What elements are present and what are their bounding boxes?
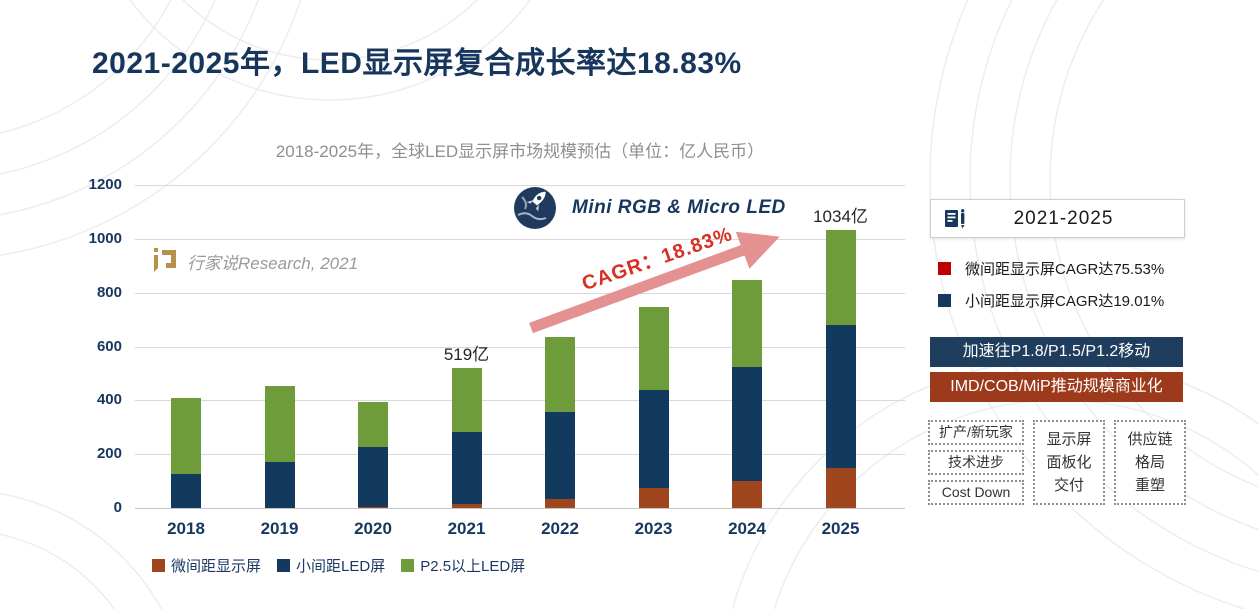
x-axis-label: 2020 bbox=[354, 519, 392, 538]
banner: IMD/COB/MiP推动规模商业化 bbox=[930, 372, 1183, 402]
bar-total-label: 519亿 bbox=[443, 345, 490, 365]
bar-segment-2018 bbox=[171, 398, 201, 475]
mini-led-logo-text: Mini RGB & Micro LED bbox=[572, 197, 786, 218]
mini-led-logo: Mini RGB & Micro LED bbox=[512, 185, 786, 231]
driver-box: Cost Down bbox=[928, 480, 1024, 505]
x-axis-label: 2018 bbox=[167, 519, 205, 538]
y-axis-tick: 0 bbox=[113, 499, 122, 516]
bar-segment-2020 bbox=[358, 402, 388, 448]
page-title: 2021-2025年，LED显示屏复合成长率达18.83% bbox=[92, 47, 742, 80]
plot-area: 2018 2019 2020 2021 2022 2023 2024 2025 519亿 1034… bbox=[135, 185, 905, 538]
y-axis-tick: 200 bbox=[96, 445, 122, 463]
banner: 加速往P1.8/P1.5/P1.2移动 bbox=[930, 337, 1183, 367]
bar-segment-2023 bbox=[638, 390, 669, 488]
y-axis-tick: 800 bbox=[96, 283, 122, 301]
x-axis-label: 2021 bbox=[447, 519, 486, 538]
side-panel-header: 2021-2025 bbox=[930, 199, 1185, 238]
watermark-text: 行家说Research, 2021 bbox=[187, 253, 359, 273]
cagr-bullet-row: 微间距显示屏CAGR达75.53% bbox=[938, 252, 1186, 284]
legend-swatch bbox=[152, 559, 165, 572]
driver-box: 扩产/新玩家 bbox=[928, 420, 1024, 445]
chart-legend: 微间距显示屏 小间距LED屏 P2.5以上LED屏 bbox=[152, 555, 525, 576]
legend-swatch bbox=[277, 559, 291, 572]
bar-segment-2021 bbox=[451, 368, 482, 433]
hangjiashuo-logo-icon bbox=[154, 248, 176, 272]
y-axis-tick: 1200 bbox=[88, 176, 122, 193]
legend-item: 微间距显示屏 bbox=[152, 555, 261, 576]
bar-segment-2025 bbox=[825, 324, 856, 468]
y-axis-tick: 1000 bbox=[88, 229, 122, 247]
bullet-text: 小间距显示屏CAGR达19.01% bbox=[965, 292, 1165, 310]
legend-label: 微间距显示屏 bbox=[171, 558, 262, 575]
bullet-swatch bbox=[938, 293, 951, 307]
bar-segment-2020 bbox=[358, 447, 388, 507]
side-panel-title: 2021-2025 bbox=[1013, 207, 1114, 229]
y-axis-tick: 400 bbox=[96, 391, 122, 409]
x-axis-label: 2019 bbox=[260, 519, 299, 538]
bar-segment-2024 bbox=[732, 279, 762, 368]
legend-label: 小间距LED屏 bbox=[296, 558, 386, 575]
legend-swatch bbox=[401, 559, 415, 572]
bar-segment-2025 bbox=[825, 467, 856, 508]
bullet-text: 微间距显示屏CAGR达75.53% bbox=[965, 260, 1165, 278]
gridline bbox=[135, 454, 905, 456]
y-axis: 0 200 400 600 800 1000 1200 bbox=[70, 176, 128, 516]
gridline bbox=[135, 508, 905, 509]
bar-segment-2025 bbox=[825, 229, 856, 325]
driver-box: 显示屏 面板化 交付 bbox=[1033, 420, 1105, 505]
driver-boxes-left: 扩产/新玩家 技术进步 Cost Down bbox=[928, 420, 1024, 505]
cagr-bullets: 微间距显示屏CAGR达75.53% 小间距显示屏CAGR达19.01% bbox=[938, 252, 1186, 316]
bar-segment-2020 bbox=[358, 506, 388, 508]
y-axis-tick: 600 bbox=[96, 337, 122, 355]
driver-boxes: 扩产/新玩家 技术进步 Cost Down 显示屏 面板化 交付 供应链 格局 重塑 bbox=[928, 420, 1190, 505]
bar-segment-2019 bbox=[264, 461, 295, 508]
cagr-bullet-row: 小间距显示屏CAGR达19.01% bbox=[938, 284, 1186, 316]
bar-segment-2022 bbox=[545, 498, 575, 508]
x-axis-label: 2022 bbox=[541, 519, 579, 538]
gridline bbox=[135, 238, 905, 240]
driver-box: 技术进步 bbox=[928, 450, 1024, 475]
gridline bbox=[135, 292, 905, 294]
gridline bbox=[135, 400, 905, 402]
chart-subtitle: 2018-2025年，全球LED显示屏市场规模预估（单位：亿人民币） bbox=[275, 142, 765, 161]
x-axis-label: 2024 bbox=[728, 519, 766, 538]
legend-item: P2.5以上LED屏 bbox=[401, 555, 525, 576]
driver-box: 供应链 格局 重塑 bbox=[1114, 420, 1186, 505]
bullet-swatch bbox=[938, 261, 951, 275]
watermark: 行家说Research, 2021 bbox=[153, 248, 358, 274]
bar-segment-2024 bbox=[732, 481, 762, 508]
x-axis-label: 2023 bbox=[634, 519, 673, 538]
bar-segment-2023 bbox=[638, 307, 669, 391]
document-pen-icon bbox=[943, 207, 967, 231]
x-axis-label: 2025 bbox=[821, 519, 860, 538]
bar-segment-2022 bbox=[545, 337, 575, 413]
bar-segment-2021 bbox=[451, 503, 482, 508]
legend-item: 小间距LED屏 bbox=[277, 555, 385, 576]
bar-segment-2022 bbox=[545, 412, 575, 499]
legend-label: P2.5以上LED屏 bbox=[420, 558, 526, 575]
bar-segment-2021 bbox=[451, 432, 482, 504]
bar-total-label: 1034亿 bbox=[813, 206, 868, 226]
rocket-globe-icon bbox=[514, 187, 556, 229]
banners: 加速往P1.8/P1.5/P1.2移动 IMD/COB/MiP推动规模商业化 bbox=[930, 337, 1183, 407]
gridline bbox=[135, 185, 905, 186]
bar-segment-2019 bbox=[264, 386, 295, 462]
bar-segment-2018 bbox=[171, 474, 201, 508]
bar-segment-2023 bbox=[638, 487, 669, 508]
gridline bbox=[135, 346, 905, 348]
bar-segment-2024 bbox=[732, 367, 762, 482]
